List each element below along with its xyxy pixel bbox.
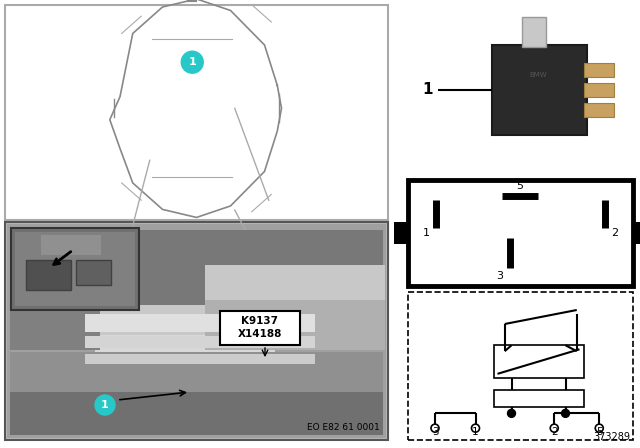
Text: 2: 2	[611, 228, 619, 238]
Circle shape	[472, 424, 479, 432]
Text: 3: 3	[497, 271, 504, 281]
Bar	[220, 311, 300, 345]
Text: 1: 1	[472, 427, 479, 437]
Bar	[15, 232, 135, 306]
Circle shape	[181, 51, 204, 73]
Text: 2: 2	[551, 427, 557, 437]
Bar	[394, 222, 408, 244]
Text: 373289: 373289	[593, 432, 630, 442]
Text: BMW: BMW	[530, 72, 547, 78]
Bar	[85, 314, 315, 332]
Bar	[633, 222, 640, 244]
Bar	[10, 352, 383, 392]
Bar	[95, 335, 275, 360]
Bar	[493, 345, 584, 378]
Text: 3: 3	[432, 427, 438, 437]
Bar	[493, 390, 584, 407]
Bar	[10, 230, 383, 310]
Text: EO E82 61 0001: EO E82 61 0001	[307, 423, 380, 432]
Text: 1: 1	[188, 57, 196, 67]
Bar	[408, 180, 633, 286]
Circle shape	[561, 409, 570, 418]
Text: 1: 1	[101, 400, 109, 410]
Circle shape	[550, 424, 558, 432]
Bar	[5, 222, 388, 440]
Bar	[408, 292, 633, 440]
Bar	[584, 82, 614, 97]
Circle shape	[508, 409, 515, 418]
Bar	[135, 375, 275, 390]
Circle shape	[595, 424, 604, 432]
Bar	[7, 224, 386, 438]
Bar	[85, 354, 315, 364]
Bar	[105, 358, 265, 380]
Bar	[5, 5, 388, 220]
Bar	[65, 305, 265, 340]
Text: 5: 5	[516, 181, 524, 191]
Bar	[522, 17, 545, 47]
Text: 1: 1	[422, 228, 429, 238]
Bar	[408, 8, 633, 178]
Bar	[76, 260, 111, 285]
Bar	[10, 270, 100, 350]
Bar	[205, 265, 385, 350]
Text: K9137: K9137	[241, 316, 278, 326]
Circle shape	[95, 395, 115, 415]
Bar	[584, 63, 614, 77]
Text: X14188: X14188	[238, 329, 282, 339]
Bar	[492, 45, 586, 134]
Bar	[26, 260, 71, 290]
Circle shape	[431, 424, 439, 432]
Bar	[41, 235, 101, 255]
Bar	[10, 390, 383, 435]
Bar	[85, 336, 315, 348]
Bar	[584, 103, 614, 116]
Text: 5: 5	[596, 427, 603, 437]
Text: 1: 1	[422, 82, 433, 97]
Bar	[205, 265, 385, 300]
Bar	[11, 228, 139, 310]
